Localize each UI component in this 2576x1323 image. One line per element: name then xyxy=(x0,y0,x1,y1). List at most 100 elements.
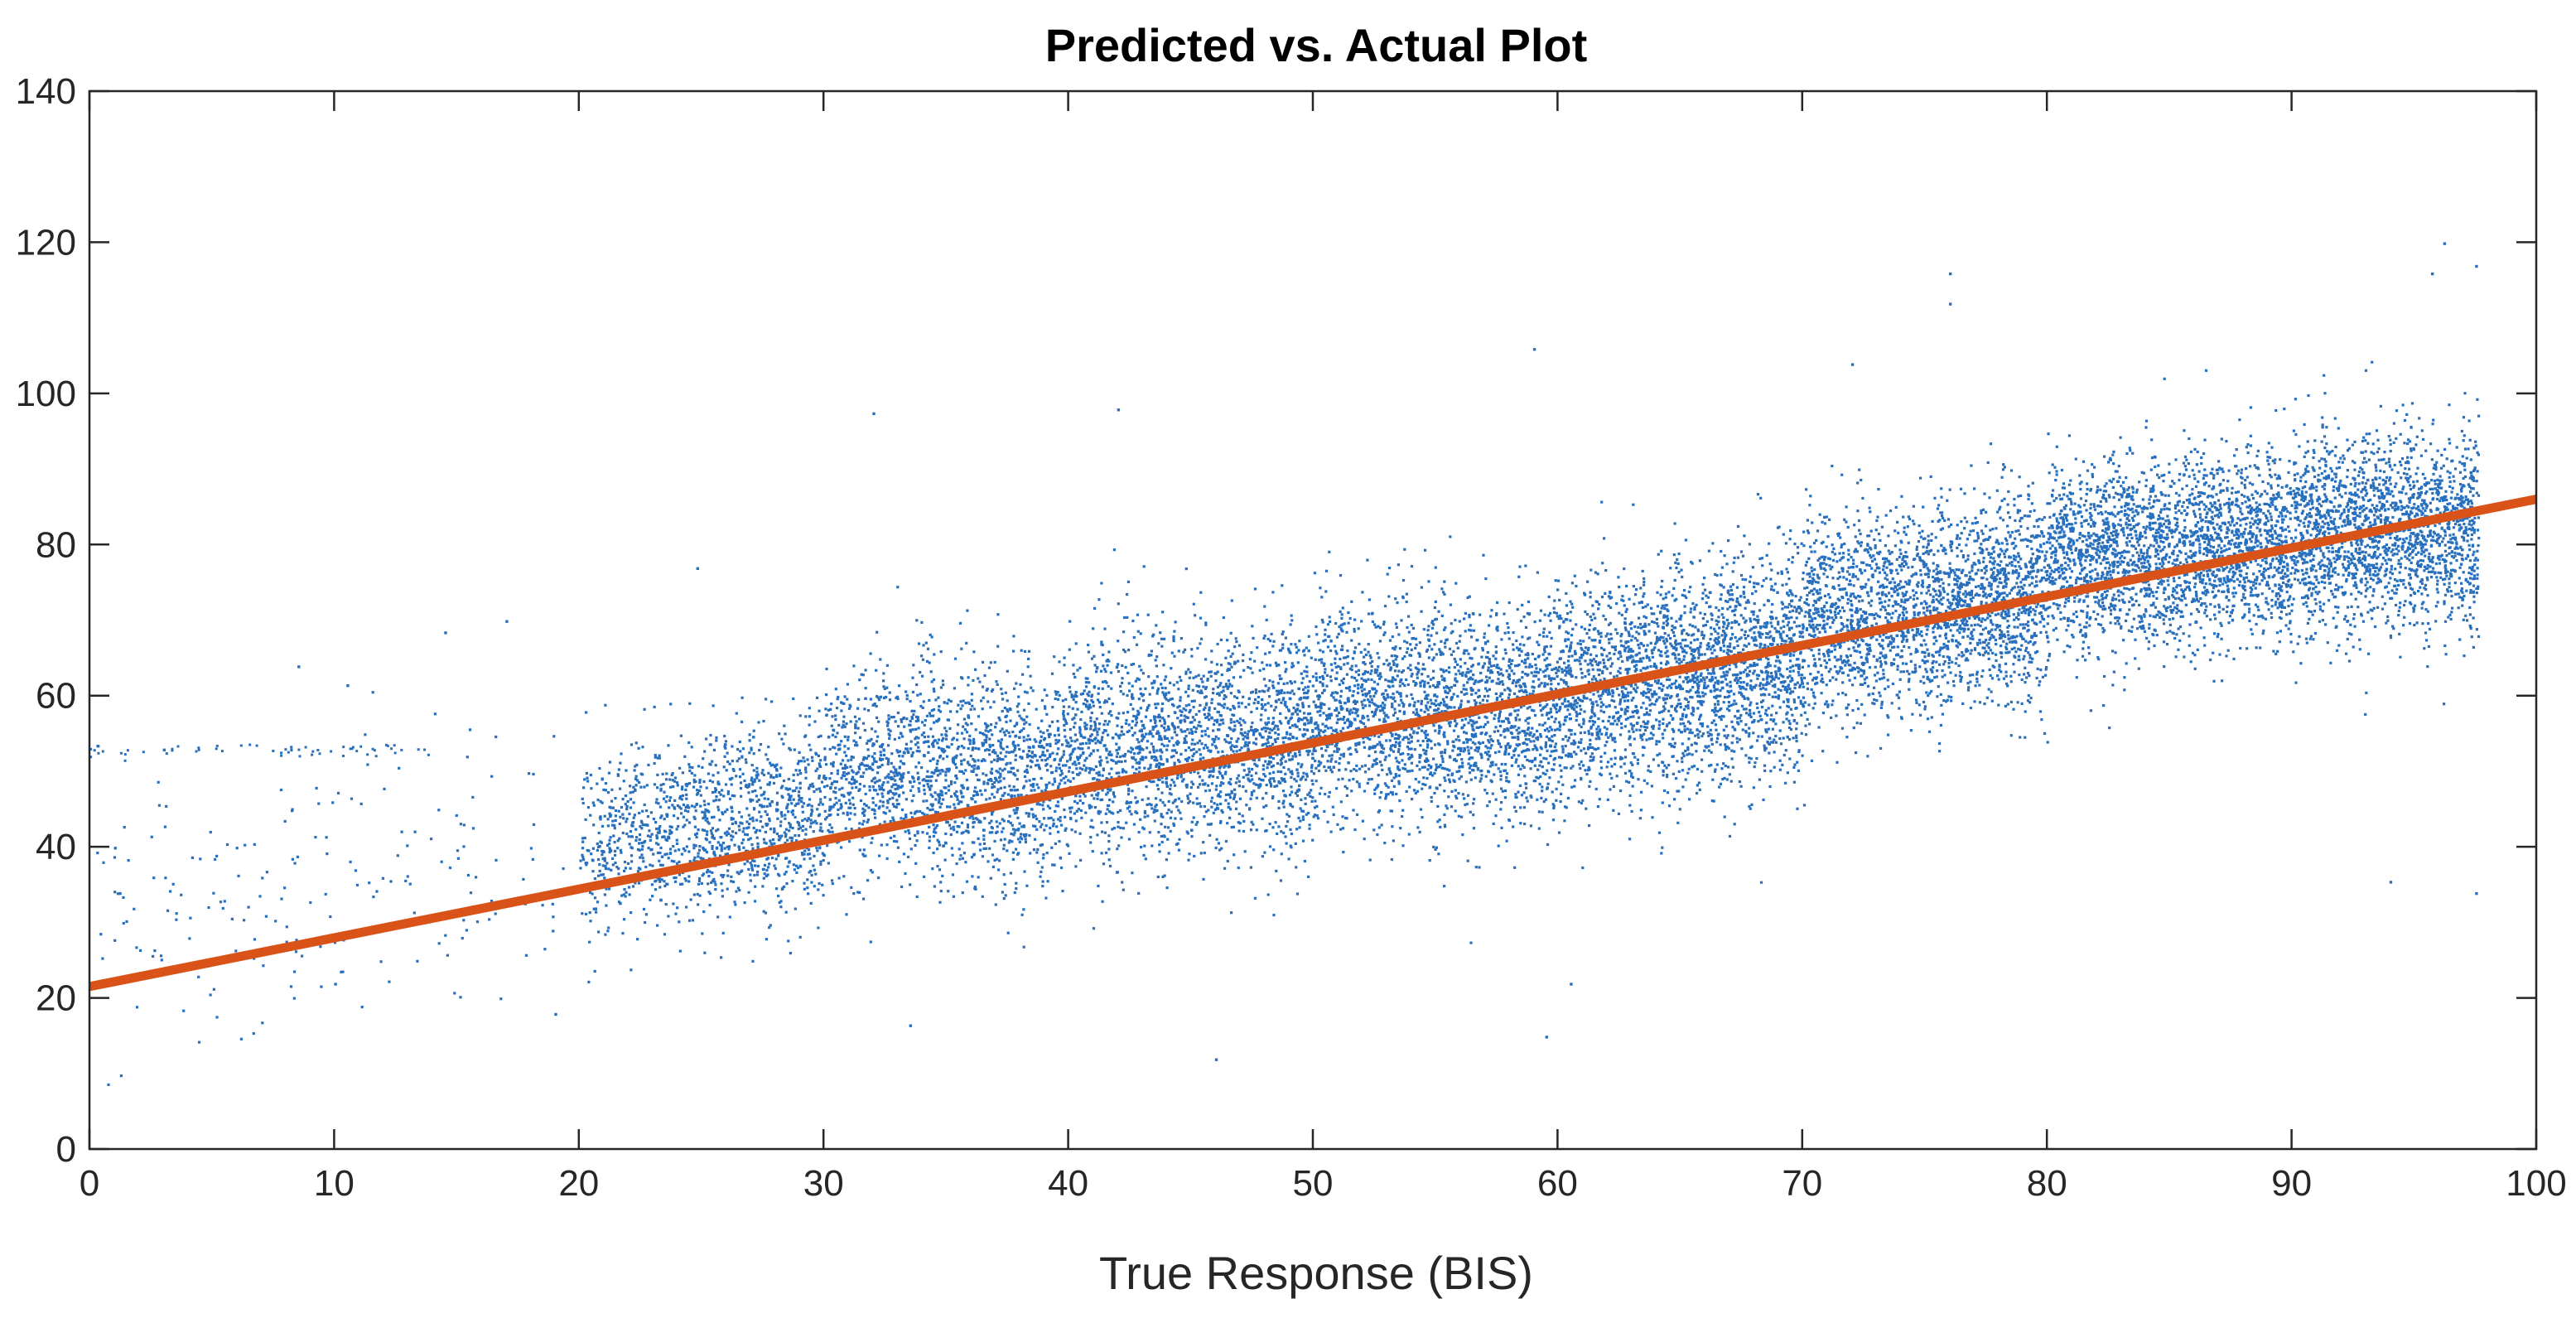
scatter-point xyxy=(1127,801,1131,804)
scatter-point xyxy=(1697,717,1701,721)
scatter-point xyxy=(1381,701,1385,705)
scatter-point xyxy=(914,833,917,837)
scatter-point xyxy=(2344,615,2347,618)
scatter-point xyxy=(1219,714,1223,717)
scatter-point xyxy=(1755,757,1758,760)
scatter-point xyxy=(2374,574,2377,577)
scatter-point xyxy=(1377,809,1382,813)
scatter-point xyxy=(2374,625,2377,629)
scatter-point xyxy=(2269,505,2272,508)
scatter-point xyxy=(2192,509,2196,513)
scatter-point xyxy=(1073,695,1076,698)
scatter-point xyxy=(792,697,795,701)
scatter-point xyxy=(1421,765,1425,769)
scatter-point xyxy=(2372,590,2376,593)
scatter-point xyxy=(1947,695,1951,698)
scatter-point xyxy=(2300,495,2303,498)
scatter-point xyxy=(1782,620,1785,623)
scatter-point xyxy=(1608,638,1611,641)
scatter-point xyxy=(2058,604,2062,607)
scatter-point xyxy=(1710,651,1714,654)
scatter-point xyxy=(2463,485,2466,488)
scatter-point xyxy=(2437,483,2440,486)
scatter-point xyxy=(1335,721,1339,725)
scatter-point xyxy=(852,892,856,896)
scatter-point xyxy=(1801,630,1804,634)
scatter-point xyxy=(1435,631,1439,635)
scatter-point xyxy=(2048,515,2052,519)
scatter-point xyxy=(2277,494,2280,497)
scatter-point xyxy=(2237,534,2241,538)
scatter-point xyxy=(1025,884,1029,887)
scatter-point xyxy=(1434,566,1437,569)
scatter-point xyxy=(2302,474,2305,477)
scatter-point xyxy=(1693,660,1697,664)
scatter-point xyxy=(1040,759,1044,762)
scatter-point xyxy=(658,829,661,833)
scatter-point xyxy=(1357,627,1360,630)
scatter-point xyxy=(1517,790,1520,794)
scatter-point xyxy=(1830,716,1833,719)
scatter-point xyxy=(2225,502,2229,505)
scatter-point xyxy=(1575,705,1578,708)
scatter-point xyxy=(929,633,932,636)
scatter-point xyxy=(2080,554,2083,558)
scatter-point xyxy=(1921,529,1924,533)
scatter-point xyxy=(1234,807,1238,810)
scatter-point xyxy=(2255,501,2258,505)
scatter-point xyxy=(2162,523,2166,526)
scatter-point xyxy=(2451,459,2454,462)
scatter-point xyxy=(1601,719,1604,723)
scatter-point xyxy=(1892,662,1895,665)
scatter-point xyxy=(2054,578,2057,582)
scatter-point xyxy=(1158,761,1161,765)
scatter-point xyxy=(2031,591,2034,594)
scatter-point xyxy=(1594,639,1597,642)
scatter-point xyxy=(1443,789,1446,793)
scatter-point xyxy=(2108,495,2111,499)
scatter-point xyxy=(1958,591,1961,594)
scatter-point xyxy=(1787,637,1791,640)
scatter-point xyxy=(2443,543,2447,547)
scatter-point xyxy=(1353,699,1357,703)
scatter-point xyxy=(2200,602,2204,606)
scatter-point xyxy=(2419,565,2423,568)
scatter-point xyxy=(1200,734,1204,737)
scatter-point xyxy=(1170,736,1174,740)
scatter-point xyxy=(1387,716,1390,719)
scatter-point xyxy=(1018,714,1021,717)
scatter-point xyxy=(1902,595,1905,598)
scatter-point xyxy=(1650,703,1653,706)
scatter-point xyxy=(1087,650,1091,654)
scatter-point xyxy=(1981,669,1985,673)
scatter-point xyxy=(2227,570,2231,573)
scatter-point xyxy=(1364,704,1368,707)
scatter-point xyxy=(1350,639,1353,642)
scatter-point xyxy=(834,735,837,739)
scatter-point xyxy=(1685,715,1688,718)
scatter-point xyxy=(2320,559,2323,563)
scatter-point xyxy=(755,766,759,770)
scatter-point xyxy=(2203,508,2207,511)
scatter-point xyxy=(653,705,656,708)
scatter-point xyxy=(1584,646,1588,649)
scatter-point xyxy=(1878,567,1881,570)
scatter-point xyxy=(2431,487,2434,490)
scatter-point xyxy=(1623,617,1627,620)
scatter-point xyxy=(1935,675,1938,678)
scatter-point xyxy=(1105,777,1108,780)
scatter-point xyxy=(1937,625,1940,628)
scatter-point xyxy=(936,759,939,763)
scatter-point xyxy=(1153,726,1156,729)
scatter-point xyxy=(1798,685,1802,688)
scatter-point xyxy=(958,825,961,828)
scatter-point xyxy=(718,818,721,822)
scatter-point xyxy=(1319,761,1323,765)
scatter-point xyxy=(1628,737,1631,741)
scatter-point xyxy=(1874,622,1878,625)
scatter-point xyxy=(789,787,792,790)
scatter-point xyxy=(1155,706,1158,709)
scatter-point xyxy=(1083,759,1087,762)
scatter-point xyxy=(985,723,988,727)
scatter-point xyxy=(1212,729,1215,732)
